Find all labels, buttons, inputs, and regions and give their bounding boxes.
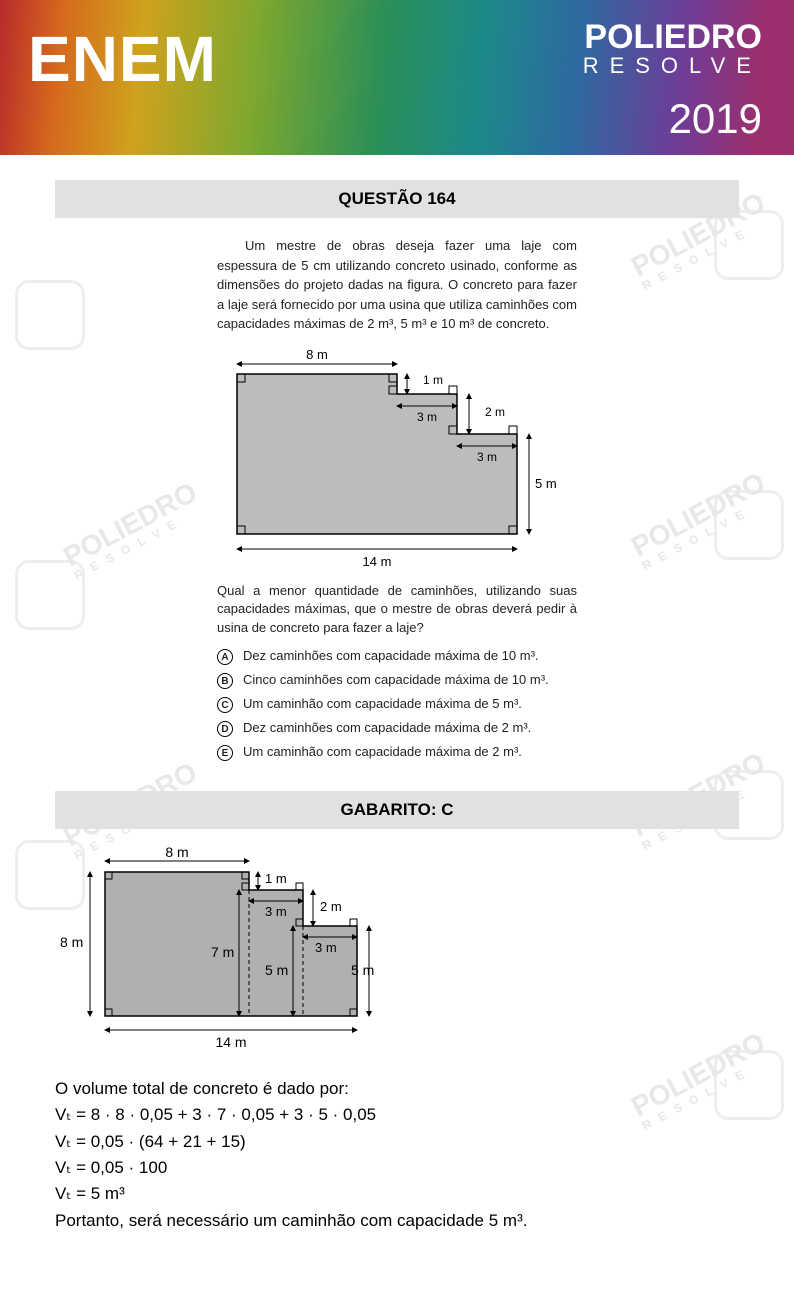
option-bullet: B [217,673,233,689]
brand-block: POLIEDRO RESOLVE [583,18,762,79]
answer-bar: GABARITO: C [55,791,739,829]
option-bullet: D [217,721,233,737]
sol-dim-bottom: 14 m [215,1034,246,1050]
option-text: Cinco caminhões com capacidade máxima de… [243,672,577,687]
option-bullet: E [217,745,233,761]
question-paragraph: Um mestre de obras deseja fazer uma laje… [217,236,577,334]
option-text: Um caminhão com capacidade máxima de 2 m… [243,744,577,759]
sol-line: Vₜ = 0,05 · 100 [55,1155,739,1181]
dim-bottom: 14 m [363,554,392,569]
exam-title: ENEM [28,22,217,96]
sol-line: O volume total de concreto é dado por: [55,1076,739,1102]
sol-line: Vₜ = 8 · 8 · 0,05 + 3 · 7 · 0,05 + 3 · 5… [55,1102,739,1128]
sol-dim-7m: 7 m [211,944,234,960]
sol-line: Vₜ = 0,05 · (64 + 21 + 15) [55,1129,739,1155]
option-bullet: A [217,649,233,665]
sol-dim-3m1: 3 m [265,904,287,919]
question-figure: 8 m 1 m 3 m 2 m 3 m 5 m 14 m [217,344,577,574]
sol-dim-2m: 2 m [320,899,342,914]
option-a: A Dez caminhões com capacidade máxima de… [217,648,577,665]
sol-line: Vₜ = 5 m³ [55,1181,739,1207]
question-bar: QUESTÃO 164 [55,180,739,218]
brand-name: POLIEDRO [583,18,762,57]
dim-right: 5 m [535,476,557,491]
dim-s2w: 3 m [477,450,497,464]
sol-dim-5m-mid: 5 m [265,962,288,978]
option-b: B Cinco caminhões com capacidade máxima … [217,672,577,689]
option-text: Um caminhão com capacidade máxima de 5 m… [243,696,577,711]
option-text: Dez caminhões com capacidade máxima de 2… [243,720,577,735]
option-c: C Um caminhão com capacidade máxima de 5… [217,696,577,713]
solution-text: O volume total de concreto é dado por: V… [55,1076,739,1234]
option-bullet: C [217,697,233,713]
sol-dim-left: 8 m [60,934,83,950]
question-text: Um mestre de obras deseja fazer uma laje… [217,236,577,334]
header-banner: ENEM POLIEDRO RESOLVE 2019 [0,0,794,155]
sol-dim-5m: 5 m [351,962,374,978]
option-text: Dez caminhões com capacidade máxima de 1… [243,648,577,663]
solution-figure: 8 m 8 m 1 m 3 m 7 m 2 m 3 m 5 m 5 m [55,847,739,1062]
dim-top: 8 m [306,347,328,362]
option-e: E Um caminhão com capacidade máxima de 2… [217,744,577,761]
brand-sub: RESOLVE [583,53,762,79]
sol-line: Portanto, será necessário um caminhão co… [55,1208,739,1234]
year-label: 2019 [669,95,762,143]
sol-dim-1m: 1 m [265,871,287,886]
question-prompt: Qual a menor quantidade de caminhões, ut… [217,582,577,639]
sol-dim-3m2: 3 m [315,940,337,955]
dim-s1h: 1 m [423,373,443,387]
options-list: A Dez caminhões com capacidade máxima de… [217,648,577,761]
sol-dim-top: 8 m [165,847,188,860]
dim-s2h: 2 m [485,405,505,419]
option-d: D Dez caminhões com capacidade máxima de… [217,720,577,737]
dim-s1w: 3 m [417,410,437,424]
